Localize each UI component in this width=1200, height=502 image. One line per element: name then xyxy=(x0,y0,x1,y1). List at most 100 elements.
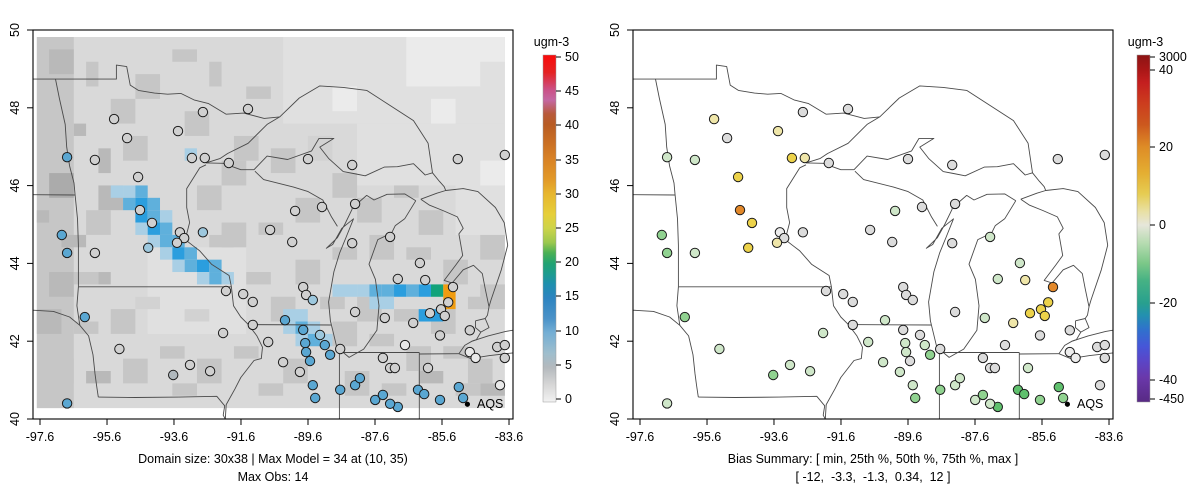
aqs-legend-dot xyxy=(464,401,470,407)
station-dot xyxy=(1094,380,1106,391)
station-dot xyxy=(1020,274,1031,286)
y-tick-label: 46 xyxy=(8,179,22,193)
colorbar-tick-label: 20 xyxy=(565,255,579,269)
station-dot xyxy=(949,380,961,391)
station-dot xyxy=(984,231,996,243)
y-tick-label: 48 xyxy=(608,101,622,115)
x-tick-label: -93.6 xyxy=(160,430,189,444)
station-dot xyxy=(434,394,446,406)
station-dot xyxy=(307,294,318,306)
station-dot xyxy=(799,152,811,164)
station-dot xyxy=(452,153,463,165)
colorbar-tick-label: 10 xyxy=(565,324,579,338)
station-dot xyxy=(61,398,73,409)
y-tick-label: 42 xyxy=(608,334,622,348)
station-dot xyxy=(108,113,120,125)
station-dot xyxy=(864,224,876,236)
station-dot xyxy=(389,362,401,374)
station-dot xyxy=(894,366,906,378)
station-dot xyxy=(186,152,198,164)
station-dot xyxy=(900,346,912,358)
aqs-legend-label: AQS xyxy=(1077,397,1103,411)
station-dot xyxy=(1022,362,1034,374)
station-dot xyxy=(121,132,133,144)
y-axis: 40 42 44 46 48 50 xyxy=(608,23,633,426)
x-tick-label: -93.6 xyxy=(760,430,789,444)
station-dot xyxy=(61,247,73,259)
station-dot xyxy=(947,238,958,249)
station-dot xyxy=(898,324,909,336)
station-dot xyxy=(902,153,914,165)
station-dot xyxy=(804,366,816,377)
colorbar-tick-label: 20 xyxy=(1159,140,1173,154)
station-dot xyxy=(721,132,733,144)
station-dot xyxy=(314,329,326,341)
station-dot xyxy=(977,352,989,364)
station-dot xyxy=(238,288,249,300)
station-dots xyxy=(56,103,510,413)
station-dot xyxy=(300,337,311,349)
model-caption-maxobs: Max Obs: 14 xyxy=(237,470,309,484)
station-dot xyxy=(1064,325,1075,336)
station-dot xyxy=(842,103,854,115)
colorbar-tick-label: -450 xyxy=(1159,392,1184,406)
x-tick-label: -85.6 xyxy=(428,430,457,444)
station-dot xyxy=(1014,257,1026,269)
station-dot xyxy=(847,296,859,308)
station-dot xyxy=(464,325,475,336)
station-dot xyxy=(370,394,381,406)
station-dot xyxy=(379,312,390,324)
x-tick-label: -91.6 xyxy=(227,430,256,444)
station-dot xyxy=(199,152,211,164)
station-dot xyxy=(916,201,928,213)
station-dot xyxy=(134,204,146,216)
station-dot xyxy=(247,319,259,331)
station-dot xyxy=(714,343,725,355)
station-dot xyxy=(732,171,744,183)
station-dot xyxy=(979,312,990,324)
x-tick-label: -97.6 xyxy=(626,430,655,444)
station-dot xyxy=(784,359,796,371)
plot-frame xyxy=(632,29,1114,420)
colorbar-tick-label: -20 xyxy=(1159,296,1177,310)
station-dot xyxy=(304,355,316,367)
station-dot xyxy=(335,384,346,395)
colorbar-tick-label: 35 xyxy=(565,153,579,167)
station-dot xyxy=(349,198,361,210)
station-dot xyxy=(992,273,1003,285)
station-dot xyxy=(1047,281,1059,293)
station-dot xyxy=(294,366,306,378)
station-dot xyxy=(904,355,916,367)
station-dot xyxy=(797,106,809,118)
station-dot xyxy=(1034,394,1046,406)
station-dot xyxy=(453,381,464,393)
station-dot xyxy=(335,343,346,355)
station-dot xyxy=(263,336,274,348)
station-dot xyxy=(310,392,321,404)
station-dot xyxy=(392,273,403,285)
station-dot xyxy=(970,394,981,406)
station-dot xyxy=(217,327,229,339)
station-dot xyxy=(171,237,183,249)
station-dot xyxy=(132,171,144,183)
panel-background xyxy=(600,0,1200,502)
station-dot xyxy=(879,315,891,326)
station-dot xyxy=(823,157,835,169)
y-tick-label: 44 xyxy=(608,256,622,270)
colorbar-units-label: ugm-3 xyxy=(1128,35,1163,49)
y-tick-label: 50 xyxy=(608,23,622,37)
colorbar-tick-label: -40 xyxy=(1159,373,1177,387)
station-dot xyxy=(797,227,809,238)
station-dot xyxy=(399,339,411,351)
station-dot xyxy=(347,159,358,171)
station-dot xyxy=(316,201,328,213)
station-dot xyxy=(422,362,434,374)
station-dot xyxy=(768,369,779,381)
station-dot xyxy=(907,380,918,391)
station-dot xyxy=(414,257,426,269)
station-dot xyxy=(679,311,691,323)
station-dot xyxy=(377,352,389,364)
station-dot xyxy=(999,339,1011,351)
station-dot xyxy=(349,380,361,391)
